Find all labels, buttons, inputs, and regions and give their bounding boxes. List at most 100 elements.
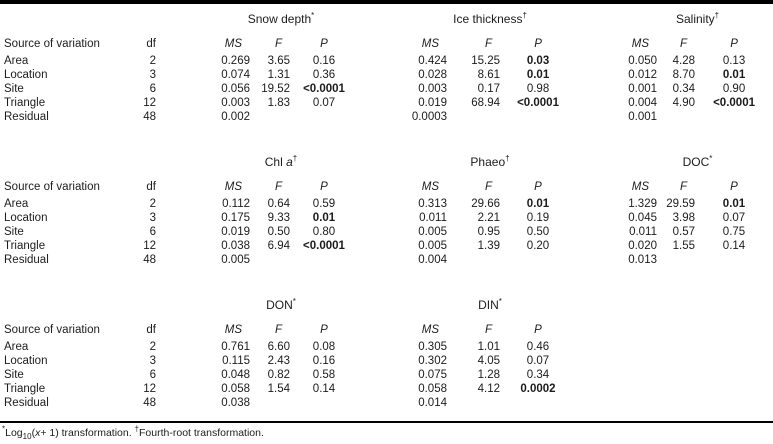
f-cell: 3.65 bbox=[267, 55, 290, 67]
column-header-p: P bbox=[534, 181, 542, 193]
p-cell bbox=[500, 110, 576, 124]
column-header-source: Source of variation bbox=[4, 324, 100, 336]
group-title-text: Salinity bbox=[675, 12, 715, 26]
table-row-area: Area 2 0.269 3.65 0.16 0.424 15.25 0.03 … bbox=[0, 54, 773, 68]
f-cell: 0.64 bbox=[267, 198, 290, 210]
ms-cell: 0.014 bbox=[418, 397, 447, 409]
table-row-site: Site 6 0.056 19.52 <0.0001 0.003 0.17 0.… bbox=[0, 82, 773, 96]
footnote-mark-asterisk: * bbox=[2, 424, 6, 434]
ms-cell: 0.012 bbox=[628, 69, 658, 81]
f-cell: 68.94 bbox=[471, 97, 501, 109]
p-cell: 0.58 bbox=[312, 369, 336, 381]
p-cell: 0.50 bbox=[526, 226, 550, 238]
f-cell: 6.60 bbox=[267, 341, 290, 353]
column-header-df: df bbox=[146, 181, 156, 193]
p-cell: 0.98 bbox=[526, 83, 550, 95]
f-cell bbox=[250, 110, 290, 124]
ms-cell: 0.004 bbox=[628, 97, 658, 109]
f-cell: 1.54 bbox=[267, 383, 290, 395]
p-cell: <0.0001 bbox=[303, 83, 345, 95]
row-label: Site bbox=[4, 226, 24, 238]
ms-cell: 0.020 bbox=[628, 240, 657, 252]
group-title-text: DIN bbox=[478, 298, 499, 312]
p-cell: 0.01 bbox=[722, 69, 746, 81]
row-label: Area bbox=[4, 55, 29, 67]
p-cell: 0.46 bbox=[526, 341, 550, 353]
group-title-din: DIN* bbox=[358, 290, 576, 320]
row-label: Triangle bbox=[4, 97, 46, 109]
df-cell: 6 bbox=[149, 369, 156, 381]
ms-cell: 0.005 bbox=[221, 254, 250, 266]
df-cell: 2 bbox=[149, 341, 156, 353]
p-cell: 0.01 bbox=[312, 212, 336, 224]
table-row-triangle: Triangle 12 0.058 1.54 0.14 0.058 4.12 0… bbox=[0, 382, 773, 396]
df-cell: 3 bbox=[149, 355, 156, 367]
ms-cell: 0.075 bbox=[418, 369, 447, 381]
footnote-mark: † bbox=[522, 11, 527, 20]
p-cell: 0.14 bbox=[722, 240, 746, 252]
column-header-ms: MS bbox=[421, 38, 440, 50]
ms-cell: 0.002 bbox=[221, 111, 250, 123]
ms-cell: 0.045 bbox=[628, 212, 657, 224]
column-header-ms: MS bbox=[631, 38, 650, 50]
table-row-location: Location 3 0.115 2.43 0.16 0.302 4.05 0.… bbox=[0, 354, 773, 368]
table-row-site: Site 6 0.048 0.82 0.58 0.075 1.28 0.34 bbox=[0, 368, 773, 382]
column-header-f: F bbox=[274, 38, 282, 50]
f-cell bbox=[250, 396, 290, 410]
f-cell: 15.25 bbox=[471, 55, 501, 67]
df-cell: 48 bbox=[143, 111, 156, 123]
column-header-ms: MS bbox=[421, 324, 439, 336]
df-cell: 6 bbox=[149, 83, 156, 95]
row-label: Area bbox=[4, 198, 29, 210]
column-header-source: Source of variation bbox=[4, 38, 100, 50]
column-header-p: P bbox=[534, 324, 542, 336]
ms-cell: 0.011 bbox=[419, 212, 447, 224]
f-cell: 19.52 bbox=[261, 83, 290, 95]
group-title-text: DOC bbox=[682, 155, 710, 169]
column-header-ms: MS bbox=[224, 38, 242, 50]
f-cell: 0.17 bbox=[477, 83, 501, 95]
f-cell bbox=[657, 253, 695, 267]
p-cell: 0.01 bbox=[526, 198, 550, 210]
ms-cell: 0.056 bbox=[221, 83, 250, 95]
f-cell: 0.50 bbox=[267, 226, 290, 238]
group-title-snow-depth: Snow depth* bbox=[158, 4, 358, 34]
p-cell: 0.75 bbox=[722, 226, 746, 238]
column-header-f: F bbox=[484, 324, 492, 336]
footnote-mark: * bbox=[709, 154, 713, 163]
df-cell: 6 bbox=[149, 226, 156, 238]
f-cell: 6.94 bbox=[267, 240, 290, 252]
row-label: Residual bbox=[4, 254, 49, 266]
ms-cell: 0.050 bbox=[628, 55, 658, 67]
ms-cell: 0.424 bbox=[418, 55, 448, 67]
column-header-f: F bbox=[484, 38, 493, 50]
footnote-mark: † bbox=[714, 11, 720, 20]
ms-cell: 0.175 bbox=[221, 212, 250, 224]
p-cell bbox=[290, 396, 358, 410]
table-row-residual: Residual 48 0.038 0.014 bbox=[0, 396, 773, 410]
group-title-text: DON bbox=[266, 298, 293, 312]
df-cell: 3 bbox=[149, 69, 156, 81]
p-cell bbox=[695, 110, 773, 124]
column-header-df: df bbox=[146, 324, 156, 336]
table-footnote: *Log10(x+ 1) transformation. †Fourth-roo… bbox=[2, 424, 264, 442]
ms-cell: 0.001 bbox=[628, 111, 658, 123]
df-cell: 2 bbox=[149, 198, 156, 210]
p-cell: 0.07 bbox=[526, 355, 550, 367]
column-header-source: Source of variation bbox=[4, 181, 100, 193]
p-cell: 0.13 bbox=[722, 55, 746, 67]
p-cell: 0.19 bbox=[526, 212, 550, 224]
p-cell: 0.0002 bbox=[520, 383, 556, 395]
group-title-salinity: Salinity† bbox=[576, 4, 773, 34]
column-header-p: P bbox=[320, 324, 328, 336]
f-cell: 29.59 bbox=[666, 198, 695, 210]
group-title-doc: DOC* bbox=[576, 147, 773, 177]
f-cell bbox=[447, 253, 500, 267]
f-cell: 2.21 bbox=[477, 212, 500, 224]
p-cell: 0.16 bbox=[312, 55, 336, 67]
row-label: Location bbox=[4, 355, 48, 367]
p-cell: 0.07 bbox=[722, 212, 746, 224]
f-cell: 1.55 bbox=[672, 240, 695, 252]
f-cell bbox=[657, 110, 695, 124]
p-cell: 0.90 bbox=[722, 83, 746, 95]
